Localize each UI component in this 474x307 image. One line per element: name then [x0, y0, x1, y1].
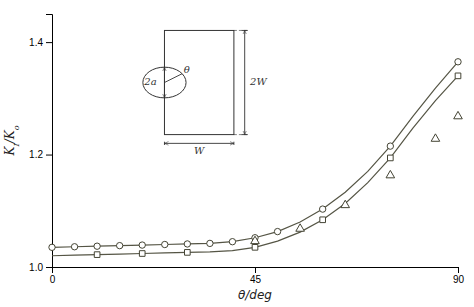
x-tick-label: 90	[453, 274, 465, 285]
x-tick: 0	[50, 267, 56, 285]
marker-square	[139, 251, 145, 257]
marker-circle	[139, 242, 145, 248]
marker-square	[388, 155, 394, 161]
y-axis-title: KI/Ko	[3, 125, 21, 156]
y-axis-line	[46, 15, 53, 268]
marker-circle	[274, 228, 280, 234]
data-area	[49, 59, 462, 258]
specimen-outline	[164, 30, 233, 134]
marker-circle	[116, 242, 122, 248]
annotation: 2a	[143, 76, 156, 87]
x-axis: 0 45 90	[50, 267, 465, 285]
marker-circle	[94, 243, 100, 249]
marker-group	[251, 111, 463, 243]
marker-triangle	[454, 111, 463, 118]
line	[52, 76, 458, 256]
marker-circle	[71, 244, 77, 250]
chart: 0 45 90 1.0 1.2 1.4 θ/deg KI/Ko θ 2a W 2W	[0, 0, 474, 307]
marker-circle	[319, 206, 325, 212]
marker-triangle	[386, 170, 395, 177]
x-axis-line	[53, 268, 459, 274]
height-guide	[234, 30, 248, 31]
y-tick-label: 1.0	[29, 262, 43, 273]
x-tick-label: 45	[250, 274, 262, 285]
x-tick-label: 0	[50, 274, 56, 285]
angle-line	[164, 74, 182, 83]
y-tick-mark	[46, 42, 52, 43]
height-guide	[234, 134, 248, 135]
marker-triangle	[251, 236, 260, 243]
marker-circle	[207, 240, 213, 246]
x-axis-title: θ/deg	[238, 288, 272, 302]
y-tick-label: 1.4	[29, 37, 43, 48]
y-tick-label: 1.2	[29, 149, 43, 160]
marker-square	[455, 73, 461, 79]
width-end	[164, 142, 165, 145]
marker-group	[94, 73, 461, 257]
marker-circle	[229, 239, 235, 245]
marker-circle	[162, 241, 168, 247]
inset-diagram: θ 2a W 2W	[143, 30, 268, 156]
marker-square	[252, 244, 258, 250]
marker-circle	[387, 143, 393, 149]
y-tick-mark	[46, 155, 52, 156]
width-end	[233, 142, 234, 145]
y-tick: 1.4	[29, 37, 52, 48]
x-tick: 90	[453, 267, 465, 285]
crack-circle	[143, 67, 186, 98]
x-tick-mark	[458, 267, 459, 273]
y-tick: 1.0	[29, 262, 52, 273]
marker-triangle	[431, 134, 440, 141]
height-arrow	[244, 30, 245, 134]
x-tick-mark	[255, 267, 256, 273]
diameter-arrow	[164, 67, 165, 98]
marker-triangle	[296, 224, 305, 231]
y-tick-mark	[46, 267, 52, 268]
marker-square	[320, 217, 326, 223]
plot: 0 45 90 1.0 1.2 1.4 θ/deg KI/Ko θ 2a W 2W	[3, 15, 464, 303]
marker-group	[49, 59, 461, 251]
annotation: θ	[184, 64, 190, 75]
marker-triangle	[341, 200, 350, 207]
annotation: 2W	[249, 76, 267, 87]
marker-circle	[184, 241, 190, 247]
marker-circle	[49, 244, 55, 250]
annotation: W	[194, 145, 205, 156]
y-axis: 1.0 1.2 1.4	[29, 15, 52, 273]
line	[52, 62, 458, 248]
y-tick: 1.2	[29, 149, 52, 160]
x-tick: 45	[250, 267, 262, 285]
marker-square	[94, 252, 100, 258]
marker-square	[185, 250, 191, 256]
marker-circle	[455, 59, 461, 65]
width-arrow	[164, 143, 233, 144]
